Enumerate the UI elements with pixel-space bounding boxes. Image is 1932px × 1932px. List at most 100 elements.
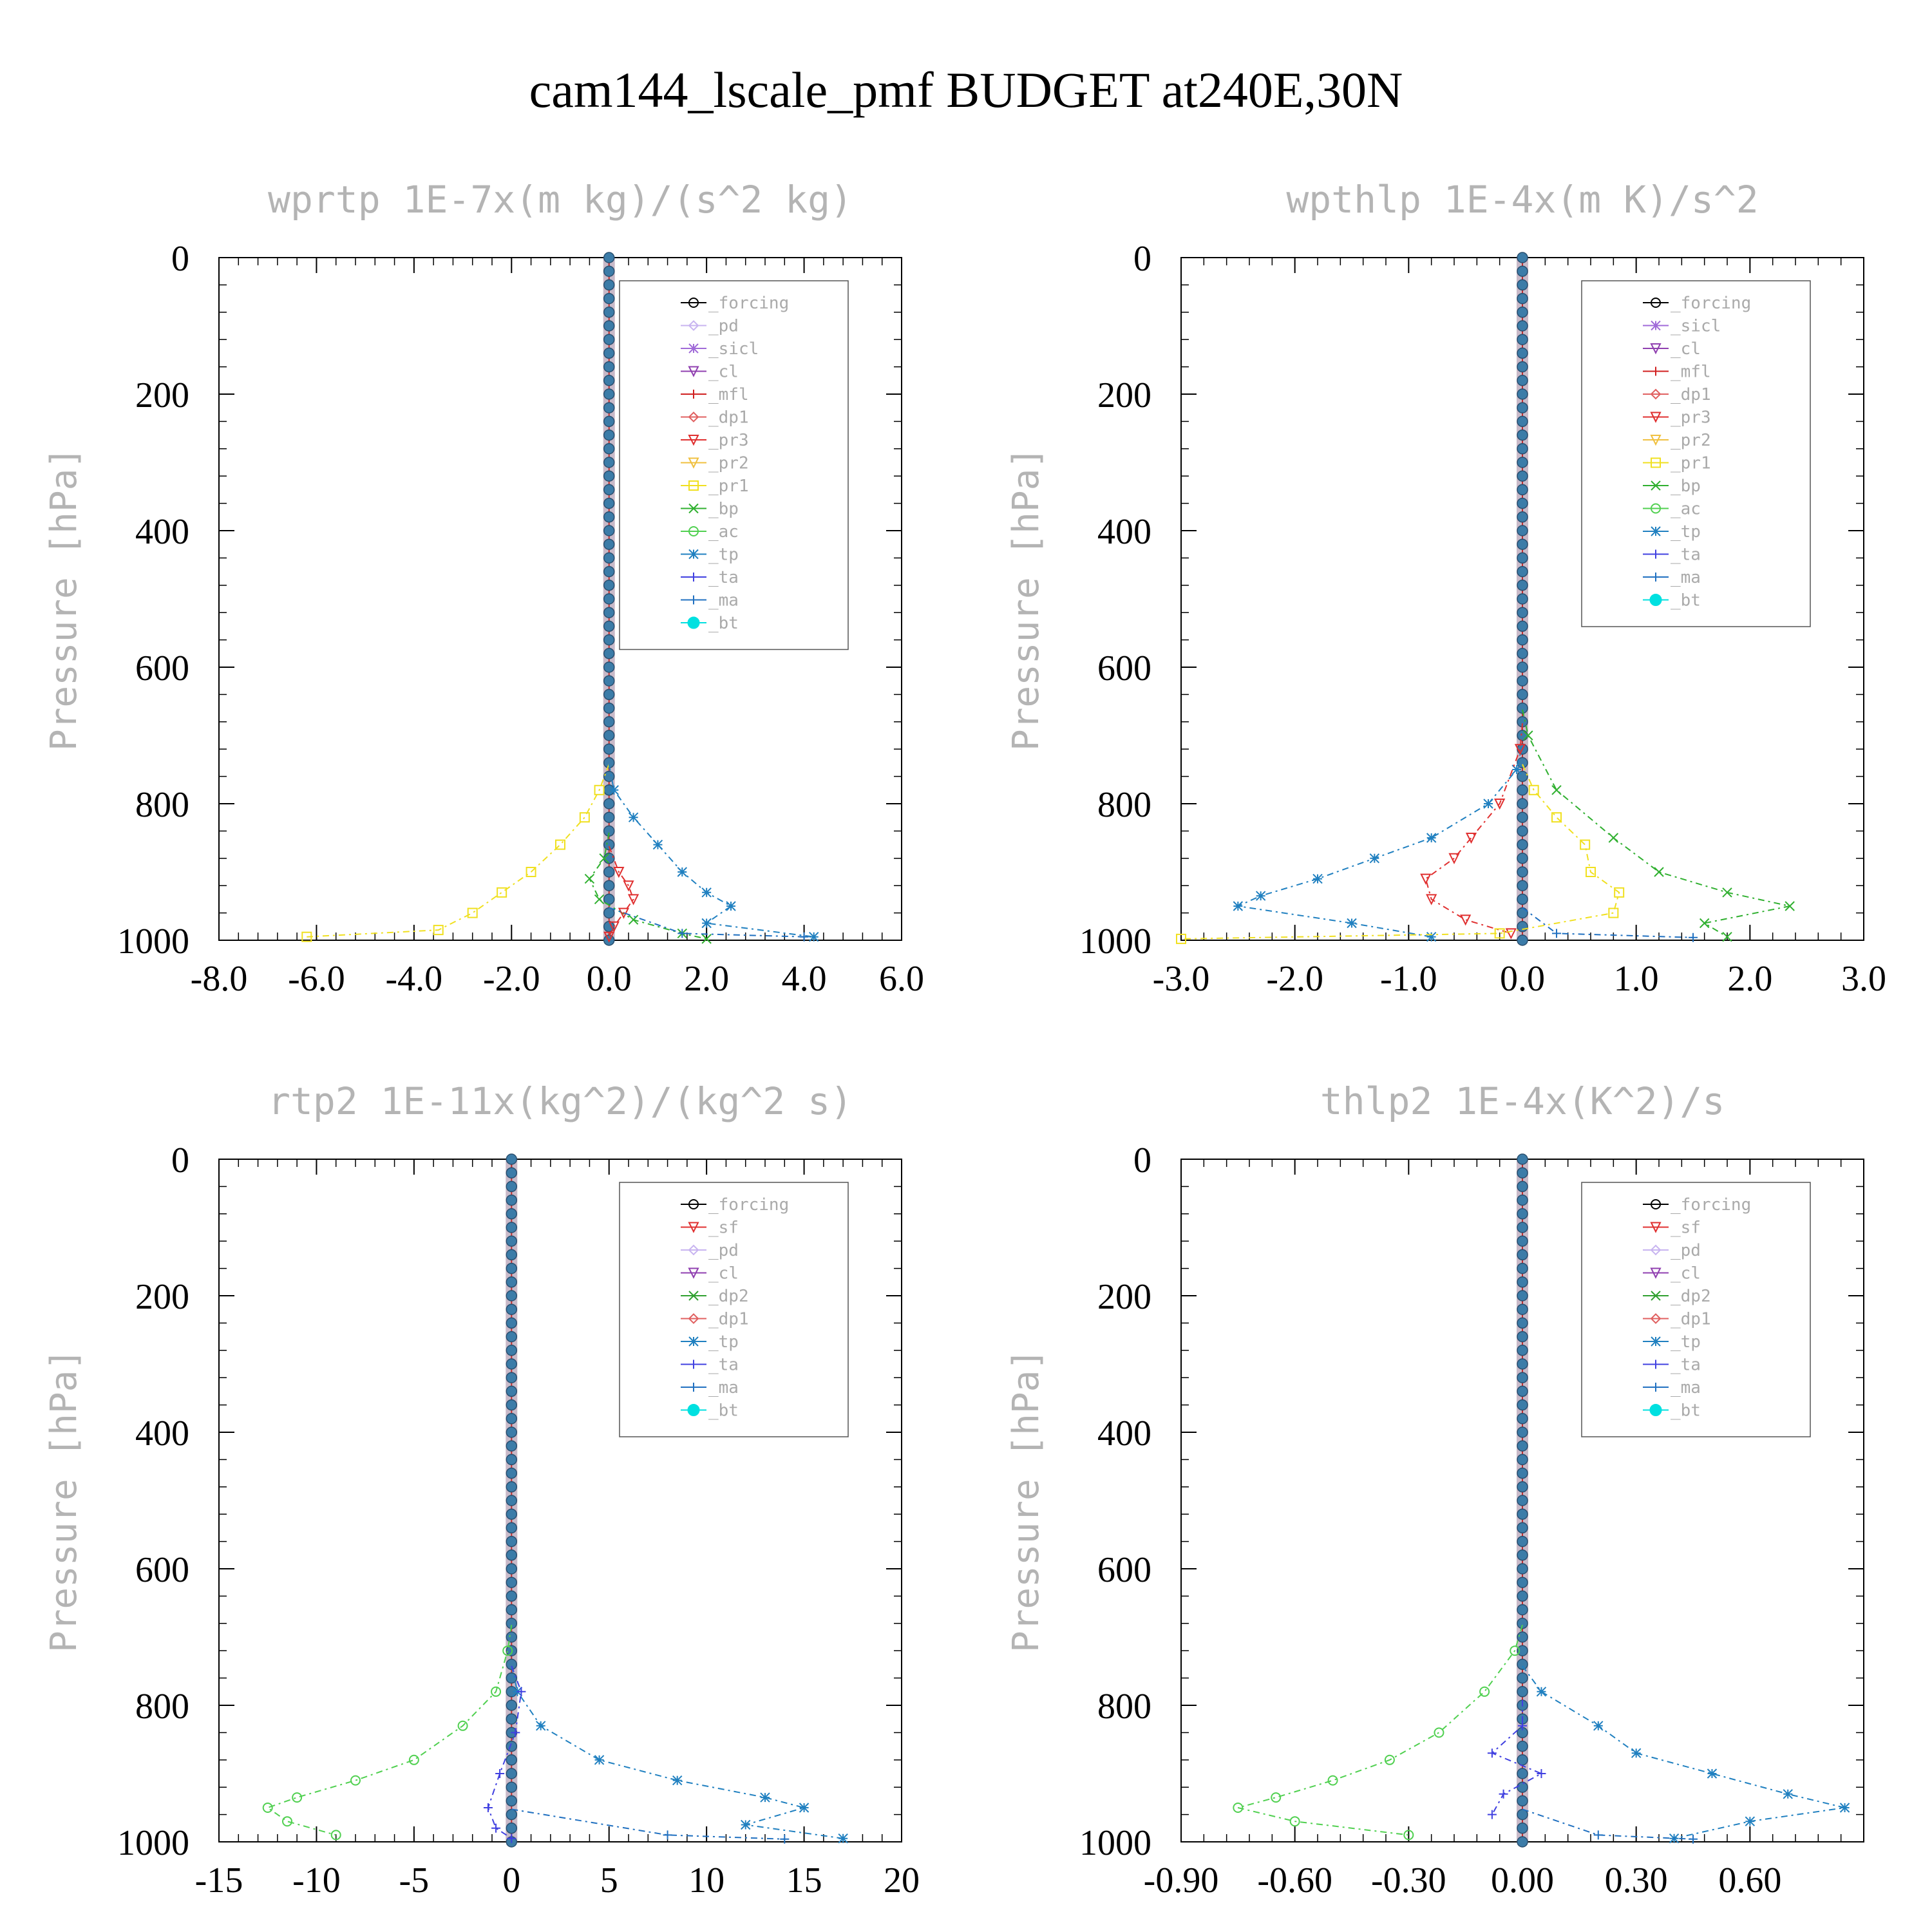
legend-label: _forcing bbox=[708, 1195, 789, 1215]
bt-point bbox=[506, 1413, 518, 1425]
legend-label: _pd bbox=[708, 1241, 739, 1260]
series-point bbox=[1255, 891, 1266, 901]
series-point bbox=[1552, 929, 1561, 938]
y-tick-label: 600 bbox=[135, 649, 189, 688]
bt-point bbox=[1517, 1331, 1528, 1343]
y-tick-label: 400 bbox=[1097, 1414, 1151, 1454]
legend-marker bbox=[689, 1383, 698, 1392]
legend-label: _ta bbox=[1671, 545, 1701, 565]
series-point bbox=[507, 1833, 516, 1843]
bt-point bbox=[1517, 907, 1528, 919]
legend-label: _ta bbox=[708, 568, 739, 587]
legend-marker bbox=[688, 1222, 699, 1233]
bt-point bbox=[1517, 538, 1528, 550]
y-tick-label: 1000 bbox=[117, 922, 189, 961]
bt-point bbox=[506, 1658, 518, 1671]
bt-point bbox=[603, 607, 615, 618]
series-point bbox=[1448, 853, 1460, 865]
bt-point bbox=[506, 1345, 518, 1356]
bt-point bbox=[1517, 497, 1528, 509]
legend-label: _cl bbox=[1671, 1264, 1701, 1283]
legend-marker bbox=[1650, 412, 1662, 423]
bt-point bbox=[1517, 661, 1528, 673]
bt-point bbox=[1517, 757, 1528, 769]
legend-label: _ma bbox=[1671, 568, 1701, 587]
x-tick-label: 2.0 bbox=[1727, 959, 1772, 999]
series-point bbox=[1689, 933, 1698, 942]
bt-point bbox=[506, 1823, 518, 1834]
x-tick-label: 6.0 bbox=[879, 959, 924, 999]
legend-box bbox=[1581, 280, 1811, 627]
legend-label: _pr3 bbox=[1671, 408, 1711, 428]
legend-label: _tp bbox=[708, 545, 739, 565]
series-line bbox=[307, 764, 610, 938]
y-axis-label: Pressure [hPa] bbox=[43, 1349, 85, 1653]
legend-label: _pd bbox=[1671, 1241, 1701, 1260]
bt-point bbox=[603, 415, 615, 428]
bt-point bbox=[1517, 1577, 1528, 1588]
series-point bbox=[1494, 799, 1506, 810]
legend-marker bbox=[688, 435, 699, 446]
bt-point bbox=[1517, 1495, 1528, 1506]
legend-marker bbox=[1651, 298, 1661, 308]
bt-point bbox=[1517, 620, 1528, 632]
bt-point bbox=[603, 375, 615, 386]
series-point bbox=[1510, 1645, 1520, 1656]
series-point bbox=[1707, 1768, 1718, 1779]
y-tick-label: 400 bbox=[135, 1414, 189, 1454]
bt-point bbox=[1517, 388, 1528, 400]
chart-title: wpthlp 1E-4x(m K)/s^2 bbox=[1286, 178, 1758, 222]
bt-point bbox=[603, 702, 615, 714]
series-line bbox=[1522, 1808, 1694, 1840]
bt-point bbox=[1517, 525, 1528, 536]
bt-point bbox=[1517, 1290, 1528, 1302]
y-tick-label: 800 bbox=[1097, 1687, 1151, 1727]
bt-point bbox=[1517, 1372, 1528, 1383]
bt-point bbox=[603, 443, 615, 455]
bt-point bbox=[1517, 811, 1528, 823]
bt-point bbox=[1517, 279, 1528, 291]
legend-label: _sf bbox=[708, 1218, 739, 1238]
series-pr1 bbox=[301, 764, 610, 942]
bt-point bbox=[1517, 1167, 1528, 1179]
series-point bbox=[1586, 867, 1596, 877]
bt-point bbox=[1517, 1590, 1528, 1602]
bt-point bbox=[603, 580, 615, 591]
series-point bbox=[1654, 867, 1664, 877]
y-tick-label: 0 bbox=[1133, 239, 1151, 279]
y-tick-label: 200 bbox=[135, 375, 189, 415]
legend-label: _bp bbox=[708, 500, 739, 519]
series-line bbox=[1238, 1624, 1523, 1836]
bt-point bbox=[1517, 893, 1528, 905]
y-tick-label: 0 bbox=[171, 239, 189, 279]
bt-point bbox=[506, 1522, 518, 1534]
bt-point bbox=[1517, 1249, 1528, 1261]
y-tick-label: 800 bbox=[135, 1687, 189, 1727]
x-tick-label: 15 bbox=[786, 1861, 822, 1900]
x-tick-label: 0.00 bbox=[1491, 1861, 1554, 1900]
x-tick-label: 0.60 bbox=[1718, 1861, 1781, 1900]
chart-title: wprtp 1E-7x(m kg)/(s^2 kg) bbox=[268, 178, 853, 222]
x-tick-label: -2.0 bbox=[483, 959, 540, 999]
legend-marker bbox=[688, 366, 699, 377]
bt-point bbox=[1517, 511, 1528, 523]
bt-point bbox=[1517, 1631, 1528, 1643]
bt-point bbox=[1517, 1440, 1528, 1452]
bt-point bbox=[506, 1303, 518, 1315]
plot-frame bbox=[218, 257, 902, 941]
bt-point bbox=[603, 334, 615, 345]
bt-point bbox=[506, 1508, 518, 1520]
series-point bbox=[613, 867, 625, 878]
series-point bbox=[1487, 1810, 1497, 1819]
bt-point bbox=[603, 880, 615, 891]
bt-point bbox=[506, 1331, 518, 1343]
legend-label: _dp1 bbox=[1671, 1310, 1711, 1329]
legend-label: _pd bbox=[708, 317, 739, 336]
legend-marker bbox=[1650, 388, 1662, 400]
series-point bbox=[741, 1819, 751, 1830]
series-line bbox=[1180, 764, 1620, 940]
y-tick-label: 400 bbox=[1097, 512, 1151, 552]
x-tick-label: 2.0 bbox=[684, 959, 729, 999]
x-tick-label: 3.0 bbox=[1841, 959, 1886, 999]
bt-point bbox=[1517, 702, 1528, 714]
